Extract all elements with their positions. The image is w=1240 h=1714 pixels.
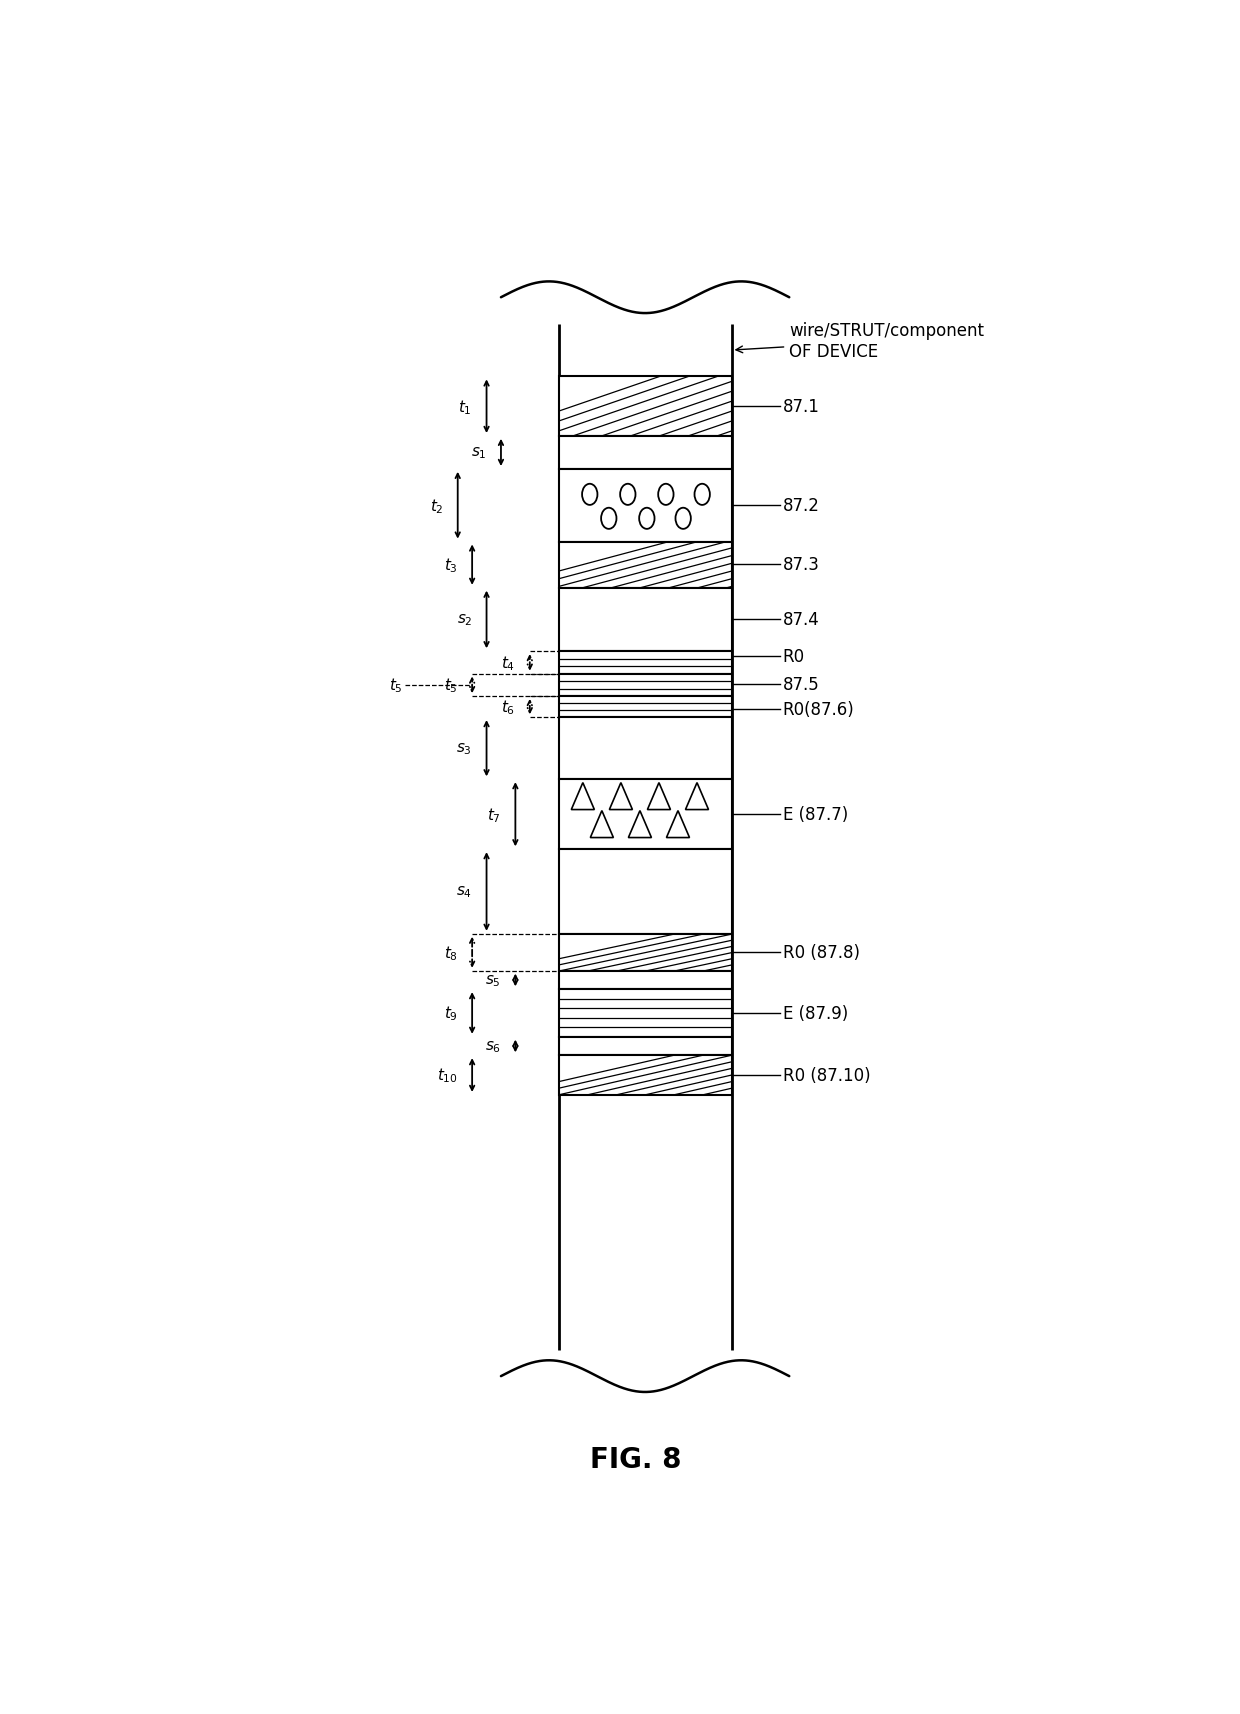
- Text: 87.5: 87.5: [782, 675, 820, 694]
- Text: E (87.7): E (87.7): [782, 806, 848, 823]
- Text: $s_{5}$: $s_{5}$: [485, 972, 501, 989]
- Text: $s_{4}$: $s_{4}$: [456, 884, 472, 900]
- Text: $t_{8}$: $t_{8}$: [444, 943, 458, 962]
- Text: $s_{2}$: $s_{2}$: [456, 612, 472, 627]
- Bar: [558, 588, 732, 651]
- Bar: [558, 989, 732, 1037]
- Text: $s_{6}$: $s_{6}$: [485, 1039, 501, 1054]
- Text: R0: R0: [782, 648, 805, 667]
- Bar: [558, 1056, 732, 1095]
- Text: R0 (87.8): R0 (87.8): [782, 944, 859, 962]
- Text: wire/STRUT/component
OF DEVICE: wire/STRUT/component OF DEVICE: [735, 322, 985, 362]
- Text: $t_{7}$: $t_{7}$: [487, 806, 501, 824]
- Text: $t_{4}$: $t_{4}$: [501, 653, 516, 672]
- Bar: [558, 542, 732, 588]
- Bar: [558, 470, 732, 542]
- Bar: [558, 696, 732, 718]
- Text: 87.4: 87.4: [782, 612, 820, 629]
- Text: R0 (87.10): R0 (87.10): [782, 1066, 870, 1085]
- Bar: [558, 972, 732, 989]
- Text: E (87.9): E (87.9): [782, 1004, 848, 1022]
- Text: $t_{6}$: $t_{6}$: [501, 698, 516, 716]
- Text: $t_{5}$: $t_{5}$: [389, 675, 403, 694]
- Bar: [558, 1037, 732, 1056]
- Text: R0(87.6): R0(87.6): [782, 701, 854, 718]
- Bar: [558, 718, 732, 780]
- Bar: [558, 651, 732, 674]
- Bar: [558, 437, 732, 470]
- Text: FIG. 8: FIG. 8: [590, 1445, 681, 1474]
- Text: $s_{3}$: $s_{3}$: [456, 740, 472, 756]
- Bar: [558, 674, 732, 696]
- Text: $t_{3}$: $t_{3}$: [444, 555, 458, 574]
- Text: $t_{10}$: $t_{10}$: [436, 1066, 458, 1085]
- Bar: [558, 934, 732, 972]
- Text: 87.3: 87.3: [782, 555, 820, 574]
- Text: $t_{1}$: $t_{1}$: [459, 398, 472, 417]
- Text: $t_{2}$: $t_{2}$: [429, 497, 444, 516]
- Bar: [558, 850, 732, 934]
- Bar: [558, 780, 732, 850]
- Text: $s_{1}$: $s_{1}$: [471, 446, 486, 461]
- Text: $t_{9}$: $t_{9}$: [444, 1004, 458, 1023]
- Text: $t_{5}$: $t_{5}$: [444, 675, 458, 694]
- Text: 87.2: 87.2: [782, 497, 820, 514]
- Bar: [558, 377, 732, 437]
- Text: 87.1: 87.1: [782, 398, 820, 415]
